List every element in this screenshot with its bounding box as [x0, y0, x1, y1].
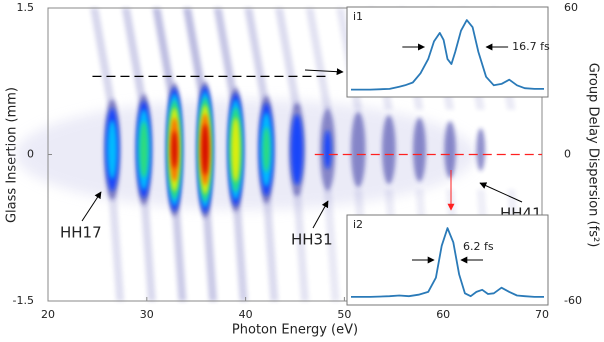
- y-axis-label: Glass Insertion (mm): [5, 87, 20, 223]
- x-tick-label: 20: [41, 308, 55, 321]
- arrow: [312, 200, 329, 229]
- harmonic-streak: [108, 189, 125, 301]
- harmonic-streak: [139, 189, 156, 301]
- harmonic: [201, 124, 209, 176]
- y2-axis-label: Group Delay Dispersion (fs²): [586, 63, 601, 248]
- y2-tick-label: 0: [564, 148, 571, 161]
- harmonic-streak: [292, 189, 309, 301]
- y2-tick-label: -60: [564, 294, 582, 307]
- inset-frame: [346, 6, 549, 98]
- inset-label: i1: [353, 10, 363, 23]
- arrow: [81, 191, 102, 222]
- x-tick-label: 60: [436, 308, 450, 321]
- harmonic-label: HH31: [291, 231, 333, 249]
- x-axis-label: Photon Energy (eV): [232, 323, 358, 338]
- harmonic: [231, 117, 241, 182]
- x-tick-label: 50: [337, 308, 351, 321]
- y-tick-label: 0: [27, 148, 34, 161]
- y-tick-label: -1.5: [13, 294, 34, 307]
- harmonic: [290, 114, 304, 186]
- inset-line: [351, 19, 544, 91]
- y-tick-label: 1.5: [17, 1, 35, 14]
- arrow: [479, 182, 523, 203]
- harmonic: [171, 130, 178, 169]
- harmonic-streak: [170, 189, 187, 301]
- harmonic-streak: [323, 189, 340, 301]
- harmonic-streak: [305, 8, 332, 110]
- harmonic-streak: [231, 189, 248, 301]
- harmonic-streak: [244, 8, 271, 110]
- harmonic-streak: [274, 8, 301, 110]
- harmonic-streak: [183, 8, 210, 110]
- arrow: [304, 68, 344, 76]
- harmonic: [382, 115, 396, 185]
- pulse-duration: 16.7 fs: [512, 40, 550, 53]
- x-tick-label: 70: [535, 308, 549, 321]
- x-tick-label: 30: [140, 308, 154, 321]
- harmonic-streak: [262, 189, 279, 301]
- harmonic: [444, 121, 456, 179]
- harmonic-streak: [152, 8, 179, 110]
- harmonic-label: HH17: [60, 224, 102, 242]
- pulse-duration: 6.2 fs: [463, 240, 494, 253]
- harmonic-streak: [213, 8, 240, 110]
- harmonic: [262, 127, 270, 173]
- harmonic-streak: [90, 8, 117, 110]
- harmonic: [139, 121, 149, 178]
- inset-line: [351, 227, 544, 298]
- harmonic: [323, 130, 332, 170]
- harmonic-streak: [121, 8, 148, 110]
- harmonic: [350, 111, 366, 188]
- harmonic: [107, 120, 118, 179]
- y2-tick-label: 60: [564, 1, 578, 14]
- harmonic: [413, 117, 426, 182]
- inset-label: i2: [353, 218, 363, 231]
- harmonic: [476, 128, 486, 172]
- x-tick-label: 40: [239, 308, 253, 321]
